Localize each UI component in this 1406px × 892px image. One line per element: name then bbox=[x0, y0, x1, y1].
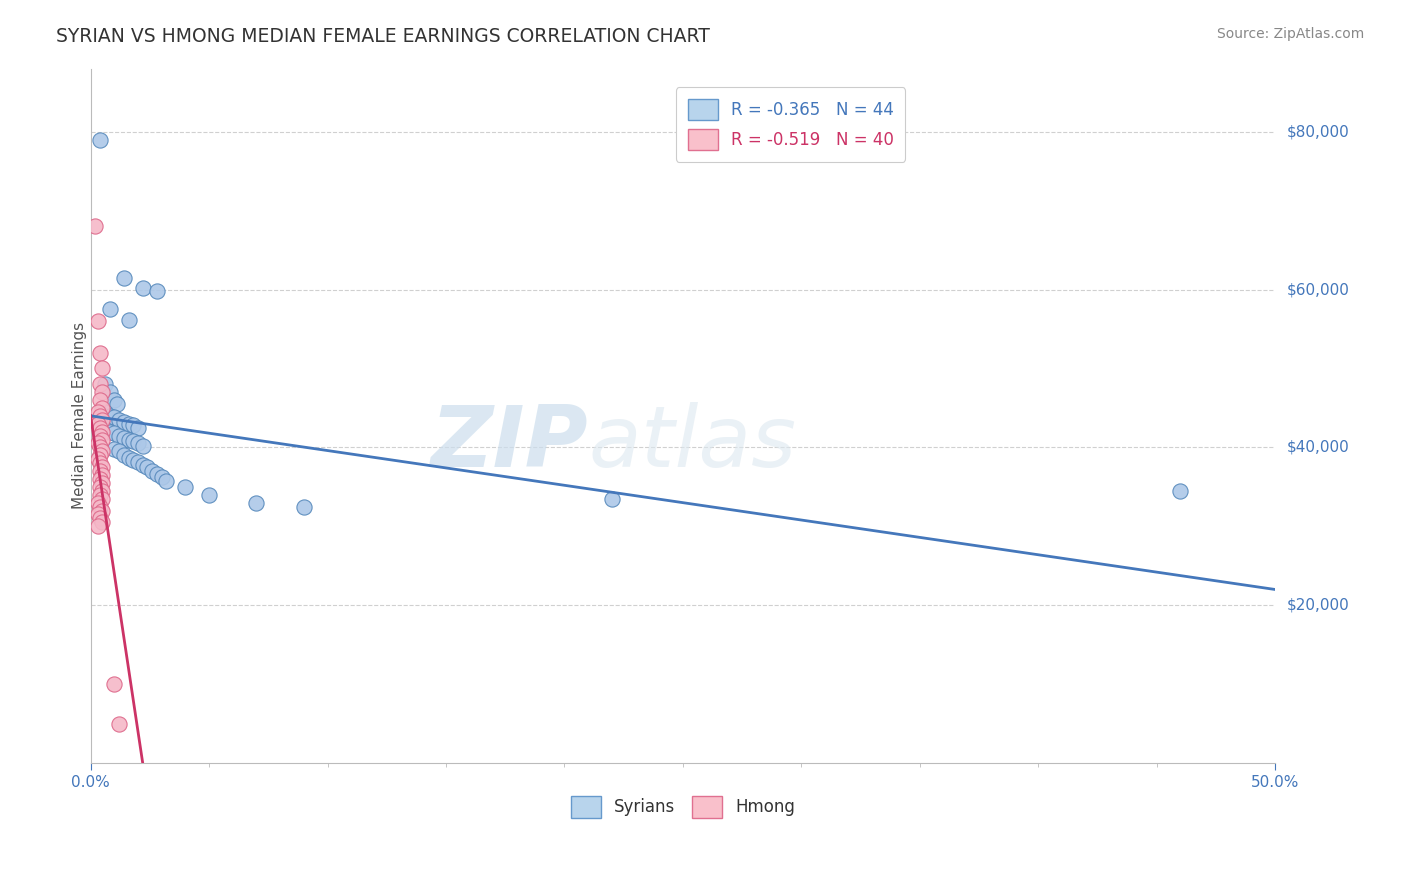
Point bbox=[91, 401, 114, 415]
Point bbox=[103, 677, 125, 691]
Point bbox=[87, 508, 110, 522]
Point bbox=[112, 270, 135, 285]
Point bbox=[89, 480, 111, 494]
Point bbox=[122, 434, 145, 448]
Point bbox=[89, 472, 111, 486]
Point bbox=[108, 716, 131, 731]
Point bbox=[132, 439, 155, 453]
Point bbox=[89, 464, 111, 478]
Point bbox=[91, 475, 114, 490]
Point bbox=[91, 468, 114, 483]
Point bbox=[1168, 483, 1191, 498]
Point bbox=[87, 314, 110, 328]
Point bbox=[89, 377, 111, 392]
Point bbox=[89, 456, 111, 470]
Text: $80,000: $80,000 bbox=[1286, 124, 1350, 139]
Point bbox=[89, 500, 111, 514]
Point bbox=[89, 441, 111, 455]
Text: atlas: atlas bbox=[588, 402, 796, 485]
Point bbox=[103, 392, 125, 407]
Point bbox=[112, 431, 135, 445]
Point bbox=[103, 442, 125, 456]
Point bbox=[87, 452, 110, 467]
Point bbox=[87, 417, 110, 431]
Point bbox=[89, 132, 111, 146]
Point bbox=[112, 448, 135, 462]
Point bbox=[141, 464, 163, 478]
Y-axis label: Median Female Earnings: Median Female Earnings bbox=[72, 322, 87, 509]
Point bbox=[105, 397, 128, 411]
Point bbox=[292, 500, 315, 514]
Point bbox=[112, 415, 135, 429]
Point bbox=[174, 480, 197, 494]
Point bbox=[91, 460, 114, 475]
Point bbox=[600, 491, 623, 506]
Point bbox=[87, 436, 110, 450]
Point bbox=[98, 409, 121, 423]
Point bbox=[91, 385, 114, 400]
Point bbox=[91, 433, 114, 447]
Point bbox=[127, 420, 149, 434]
Point bbox=[91, 361, 114, 376]
Point bbox=[89, 428, 111, 442]
Point bbox=[132, 281, 155, 295]
Point bbox=[89, 420, 111, 434]
Point bbox=[98, 302, 121, 317]
Point bbox=[108, 413, 131, 427]
Point bbox=[94, 405, 117, 419]
Legend: Syrians, Hmong: Syrians, Hmong bbox=[564, 789, 801, 824]
Point bbox=[91, 503, 114, 517]
Point bbox=[89, 392, 111, 407]
Point bbox=[150, 470, 173, 484]
Point bbox=[136, 460, 159, 475]
Point bbox=[87, 519, 110, 533]
Point bbox=[98, 425, 121, 439]
Point bbox=[122, 453, 145, 467]
Point bbox=[89, 511, 111, 525]
Point bbox=[155, 474, 177, 488]
Point bbox=[91, 491, 114, 506]
Point bbox=[108, 444, 131, 458]
Point bbox=[89, 488, 111, 502]
Point bbox=[132, 458, 155, 472]
Text: Source: ZipAtlas.com: Source: ZipAtlas.com bbox=[1216, 27, 1364, 41]
Point bbox=[146, 467, 169, 482]
Point bbox=[91, 444, 114, 458]
Point bbox=[198, 488, 221, 502]
Point bbox=[89, 409, 111, 423]
Point bbox=[245, 496, 267, 510]
Point bbox=[89, 345, 111, 359]
Text: $40,000: $40,000 bbox=[1286, 440, 1350, 455]
Point bbox=[91, 516, 114, 530]
Point bbox=[146, 284, 169, 298]
Point bbox=[98, 385, 121, 400]
Point bbox=[127, 455, 149, 469]
Point bbox=[103, 426, 125, 441]
Point bbox=[117, 417, 139, 431]
Point bbox=[87, 405, 110, 419]
Text: $60,000: $60,000 bbox=[1286, 282, 1350, 297]
Point bbox=[127, 436, 149, 450]
Point bbox=[117, 312, 139, 326]
Text: $20,000: $20,000 bbox=[1286, 598, 1350, 613]
Point bbox=[103, 410, 125, 425]
Point bbox=[117, 450, 139, 465]
Point bbox=[117, 433, 139, 447]
Point bbox=[122, 418, 145, 433]
Point bbox=[91, 413, 114, 427]
Point bbox=[87, 496, 110, 510]
Point bbox=[91, 483, 114, 498]
Point bbox=[108, 428, 131, 442]
Point bbox=[84, 219, 107, 234]
Text: SYRIAN VS HMONG MEDIAN FEMALE EARNINGS CORRELATION CHART: SYRIAN VS HMONG MEDIAN FEMALE EARNINGS C… bbox=[56, 27, 710, 45]
Point bbox=[94, 377, 117, 392]
Text: ZIP: ZIP bbox=[430, 402, 588, 485]
Point bbox=[91, 425, 114, 439]
Point bbox=[89, 448, 111, 462]
